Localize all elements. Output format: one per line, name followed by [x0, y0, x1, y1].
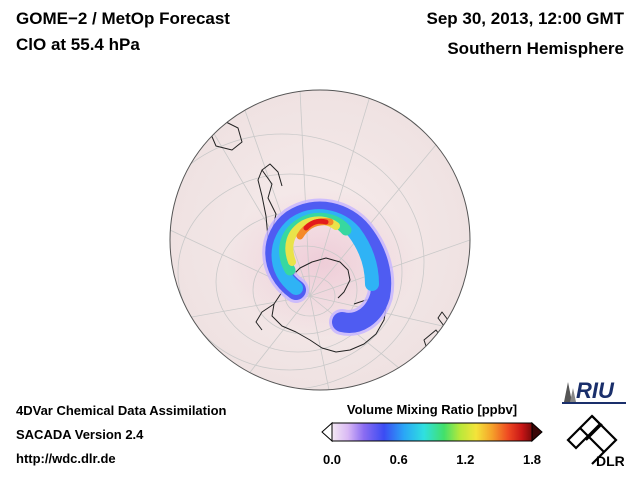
species-label: ClO at 55.4 hPa	[16, 35, 140, 54]
colorbar-gradient	[331, 422, 533, 442]
dlr-logo: DLR	[566, 414, 624, 469]
hemisphere-label: Southern Hemisphere	[447, 39, 624, 58]
footer-line-1: 4DVar Chemical Data Assimilation	[16, 403, 227, 418]
riu-logo: RIU	[562, 378, 626, 404]
riu-logo-text: RIU	[576, 378, 615, 403]
map-title: GOME−2 / MetOp Forecast	[16, 9, 230, 28]
colorbar-title: Volume Mixing Ratio [ppbv]	[346, 402, 518, 417]
dlr-logo-text: DLR	[596, 453, 624, 469]
colorbar-tick-label: 0.0	[322, 452, 342, 467]
colorbar-tick-label: 1.2	[456, 452, 475, 467]
colorbar-min-arrow	[321, 421, 333, 443]
colorbar-max-arrow	[531, 421, 543, 443]
colorbar-tick-label: 1.8	[522, 452, 542, 467]
clo-field	[262, 198, 395, 336]
footer-url: http://wdc.dlr.de	[16, 451, 116, 466]
datetime-label: Sep 30, 2013, 12:00 GMT	[426, 9, 625, 28]
colorbar	[321, 421, 543, 443]
colorbar-tick-label: 0.6	[389, 452, 408, 467]
globe-outline	[169, 89, 471, 391]
footer-line-2: SACADA Version 2.4	[16, 427, 144, 442]
globe-map	[169, 89, 471, 391]
